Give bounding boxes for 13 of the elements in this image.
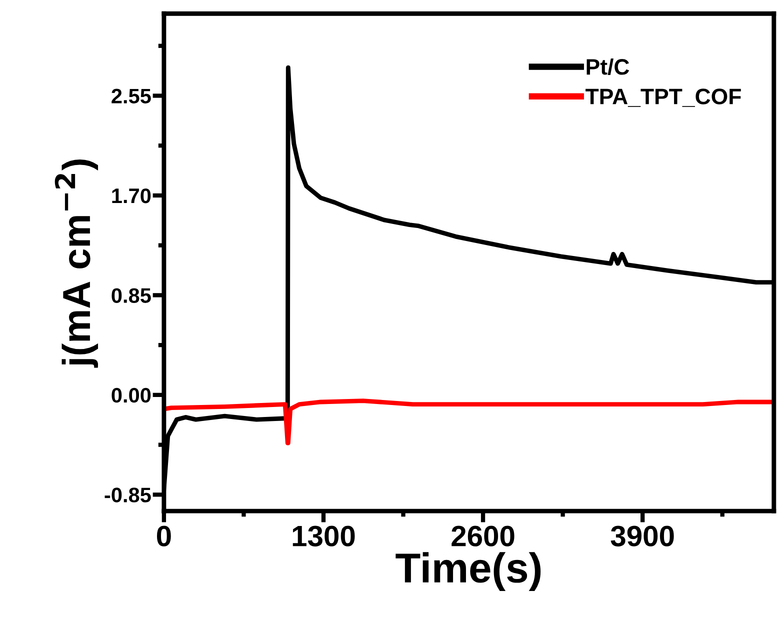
y-tick-label: 0.85	[112, 288, 151, 303]
x-tick-label: 2600	[452, 526, 514, 546]
x-tick-label: 0	[156, 526, 171, 546]
y-tick-label: 1.70	[112, 188, 151, 204]
legend-label: Pt/C	[586, 58, 630, 76]
legend-label: TPA_TPT_COF	[586, 88, 741, 107]
x-tick-label: 3900	[610, 526, 674, 546]
y-tick-label: 2.55	[112, 88, 151, 104]
y-tick-label: 0.00	[112, 388, 151, 403]
y-tick-label: -0.85	[104, 488, 151, 502]
x-axis-title: Time(s)	[396, 552, 541, 592]
y-axis-title: j(mA cm$^{−2}$)	[54, 160, 98, 368]
x-tick-label: 1300	[292, 526, 355, 546]
